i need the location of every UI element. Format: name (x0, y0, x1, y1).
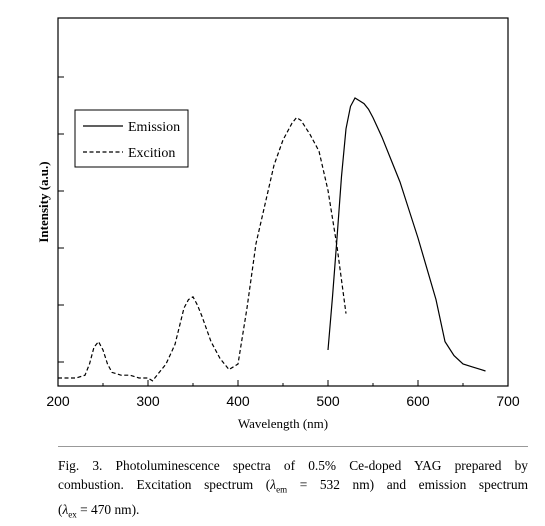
series-layer (58, 97, 486, 382)
x-tick-label: 200 (46, 393, 70, 409)
x-tick-label: 300 (136, 393, 160, 409)
caption-rule (58, 446, 528, 447)
x-axis-ticks: 200 300 400 500 600 700 (46, 76, 520, 409)
caption-line-2: combustion. Excitation spectrum (λem = 5… (58, 475, 528, 500)
caption-text: = 532 nm) and emission spectrum (287, 477, 528, 492)
figure-caption: Fig. 3. Photoluminescence spectra of 0.5… (58, 456, 528, 524)
caption-text: ( (58, 501, 63, 517)
x-tick-label: 700 (496, 393, 520, 409)
caption-lambda: λ (62, 501, 69, 517)
x-tick-label: 400 (226, 393, 250, 409)
x-tick-label: 600 (406, 393, 430, 409)
plot-frame (57, 17, 509, 387)
series-line-excition (58, 116, 347, 382)
y-axis-title: Intensity (a.u.) (36, 161, 51, 242)
caption-text: = 470 nm). (76, 501, 140, 517)
caption-lambda: λ (270, 477, 277, 492)
legend-excition-label: Excition (128, 146, 175, 161)
legend-emission-label: Emission (128, 120, 180, 135)
caption-subscript: em (276, 484, 288, 495)
series-line-emission (327, 97, 486, 372)
caption-text: combustion. Excitation spectrum ( (58, 477, 271, 492)
caption-line-3: (λex = 470 nm). (58, 500, 528, 525)
legend: Emission Excition (74, 109, 189, 168)
photoluminescence-chart: 200 300 400 500 600 700 Emission Excition Wav… (36, 17, 520, 431)
x-axis-title: Wavelength (nm) (238, 416, 328, 431)
x-tick-label: 500 (316, 393, 340, 409)
caption-subscript: ex (68, 509, 77, 520)
legend-box (74, 109, 189, 168)
caption-line-1: Fig. 3. Photoluminescence spectra of 0.5… (58, 458, 528, 473)
